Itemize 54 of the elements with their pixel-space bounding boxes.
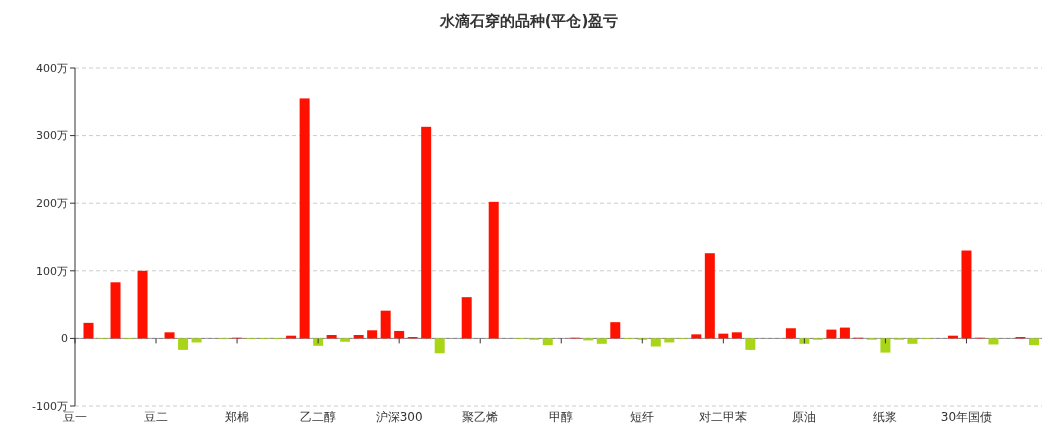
x-tick-label: 甲醇 [549, 410, 574, 424]
bar [191, 338, 202, 343]
y-tick-label: 0 [61, 332, 68, 346]
bar [731, 332, 742, 339]
bar [583, 338, 594, 341]
x-tick-label: 郑棉 [225, 410, 250, 424]
bar [839, 327, 850, 339]
bar [461, 297, 472, 339]
bar [650, 338, 661, 347]
bar [313, 338, 324, 346]
bar [434, 338, 445, 354]
x-tick-label: 短纤 [630, 410, 655, 424]
bar [110, 282, 121, 339]
bar [664, 338, 675, 343]
bar [380, 310, 391, 339]
bar [610, 322, 621, 339]
bar [1029, 338, 1039, 346]
bar [164, 332, 175, 339]
bar [826, 329, 837, 339]
bar [988, 338, 999, 345]
x-tick-label: 沪深300 [375, 410, 423, 424]
bar [880, 338, 891, 353]
bar [745, 338, 756, 350]
bar [299, 98, 310, 339]
y-tick-label: 200万 [36, 197, 68, 211]
x-tick-label: 豆二 [144, 410, 169, 424]
bar [542, 338, 553, 346]
y-tick-label: 400万 [36, 61, 68, 75]
bar [907, 338, 918, 344]
bar [367, 330, 378, 339]
x-tick-label: 豆一 [63, 410, 87, 424]
y-tick-label: -100万 [32, 399, 68, 413]
x-tick-label: 纸浆 [873, 410, 898, 424]
bar [691, 334, 702, 339]
bar [704, 253, 715, 339]
bar [785, 328, 796, 339]
x-tick-label: 30年国债 [940, 410, 993, 424]
bar [961, 250, 972, 339]
y-tick-label: 100万 [36, 264, 68, 278]
bar [340, 338, 351, 342]
bar [799, 338, 810, 344]
x-tick-label: 对二甲苯 [699, 410, 748, 424]
chart-title: 水滴石穿的品种(平仓)盈亏 [438, 12, 619, 30]
x-tick-label: 聚乙烯 [462, 410, 499, 424]
bar [83, 322, 94, 339]
bar [488, 201, 499, 339]
x-tick-label: 原油 [792, 410, 817, 424]
bar [394, 330, 405, 339]
bar [596, 338, 607, 344]
bar [137, 270, 148, 339]
bar [421, 126, 432, 339]
bar [178, 338, 189, 350]
y-tick-label: 300万 [36, 129, 68, 143]
x-tick-label: 乙二醇 [300, 410, 337, 424]
